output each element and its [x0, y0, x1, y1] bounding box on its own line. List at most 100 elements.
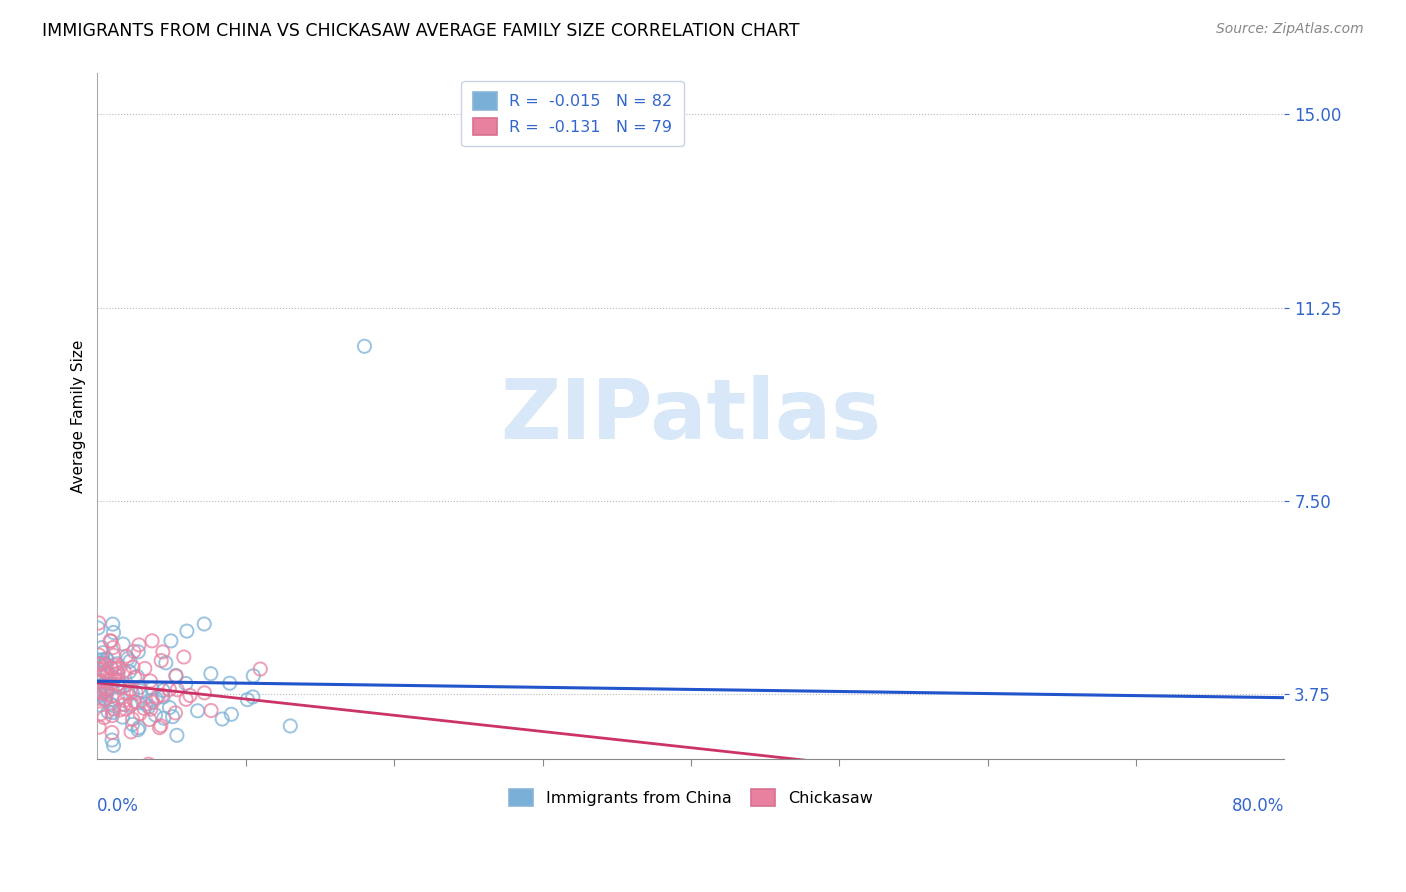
Point — [121, 717, 143, 731]
Point — [94, 656, 117, 670]
Point — [93, 677, 115, 691]
Point — [90, 706, 112, 721]
Point — [117, 651, 139, 665]
Point — [100, 661, 122, 675]
Point — [152, 690, 174, 704]
Text: Source: ZipAtlas.com: Source: ZipAtlas.com — [1216, 22, 1364, 37]
Point — [96, 683, 118, 698]
Point — [107, 691, 129, 706]
Point — [120, 682, 142, 697]
Point — [145, 691, 167, 706]
Point — [165, 669, 187, 683]
Point — [114, 679, 136, 693]
Point — [89, 691, 111, 706]
Point — [139, 673, 162, 688]
Point — [90, 657, 112, 672]
Point — [155, 656, 177, 670]
Point — [120, 698, 142, 712]
Point — [93, 685, 115, 699]
Point — [89, 684, 111, 698]
Point — [91, 646, 114, 660]
Point — [218, 676, 240, 690]
Point — [173, 650, 195, 665]
Point — [107, 673, 129, 687]
Point — [162, 709, 184, 723]
Point — [242, 669, 264, 683]
Point — [90, 687, 112, 701]
Point — [128, 638, 150, 652]
Point — [94, 682, 117, 697]
Point — [179, 689, 201, 703]
Point — [121, 685, 143, 699]
Point — [200, 704, 222, 718]
Point — [129, 706, 152, 721]
Point — [127, 696, 149, 710]
Point — [160, 633, 183, 648]
Point — [152, 711, 174, 725]
Point — [149, 719, 172, 733]
Point — [96, 666, 118, 681]
Point — [236, 692, 259, 706]
Point — [141, 633, 163, 648]
Point — [129, 684, 152, 698]
Point — [87, 662, 110, 676]
Point — [94, 657, 117, 672]
Point — [112, 637, 135, 651]
Point — [100, 661, 122, 675]
Point — [101, 640, 124, 655]
Text: 80.0%: 80.0% — [1232, 797, 1285, 814]
Point — [94, 692, 117, 706]
Point — [122, 660, 145, 674]
Point — [141, 695, 163, 709]
Point — [93, 662, 115, 676]
Point — [165, 706, 187, 720]
Point — [176, 624, 198, 638]
Point — [124, 694, 146, 708]
Point — [91, 686, 114, 700]
Point — [103, 739, 125, 753]
Point — [139, 702, 162, 716]
Point — [89, 666, 111, 681]
Point — [89, 698, 111, 712]
Point — [138, 700, 160, 714]
Point — [111, 680, 134, 694]
Point — [152, 683, 174, 698]
Point — [98, 633, 121, 648]
Point — [104, 662, 127, 676]
Point — [122, 644, 145, 658]
Point — [101, 708, 124, 723]
Point — [145, 708, 167, 723]
Point — [104, 658, 127, 673]
Point — [91, 653, 114, 667]
Point — [96, 651, 118, 665]
Point — [107, 677, 129, 691]
Point — [211, 712, 233, 726]
Point — [159, 700, 181, 714]
Point — [127, 723, 149, 737]
Point — [105, 678, 128, 692]
Point — [135, 697, 157, 711]
Point — [87, 648, 110, 662]
Point — [138, 713, 160, 727]
Point — [146, 690, 169, 704]
Point — [87, 615, 110, 630]
Point — [114, 693, 136, 707]
Point — [242, 690, 264, 704]
Point — [200, 666, 222, 681]
Point — [90, 688, 112, 702]
Point — [353, 339, 375, 353]
Point — [187, 704, 209, 718]
Point — [221, 707, 243, 722]
Point — [98, 672, 121, 686]
Point — [108, 703, 131, 717]
Legend: Immigrants from China, Chickasaw: Immigrants from China, Chickasaw — [503, 782, 879, 813]
Point — [94, 692, 117, 706]
Point — [128, 680, 150, 694]
Point — [148, 721, 170, 735]
Point — [118, 654, 141, 668]
Point — [138, 757, 160, 772]
Point — [89, 657, 111, 671]
Point — [193, 686, 215, 700]
Point — [114, 702, 136, 716]
Point — [107, 666, 129, 681]
